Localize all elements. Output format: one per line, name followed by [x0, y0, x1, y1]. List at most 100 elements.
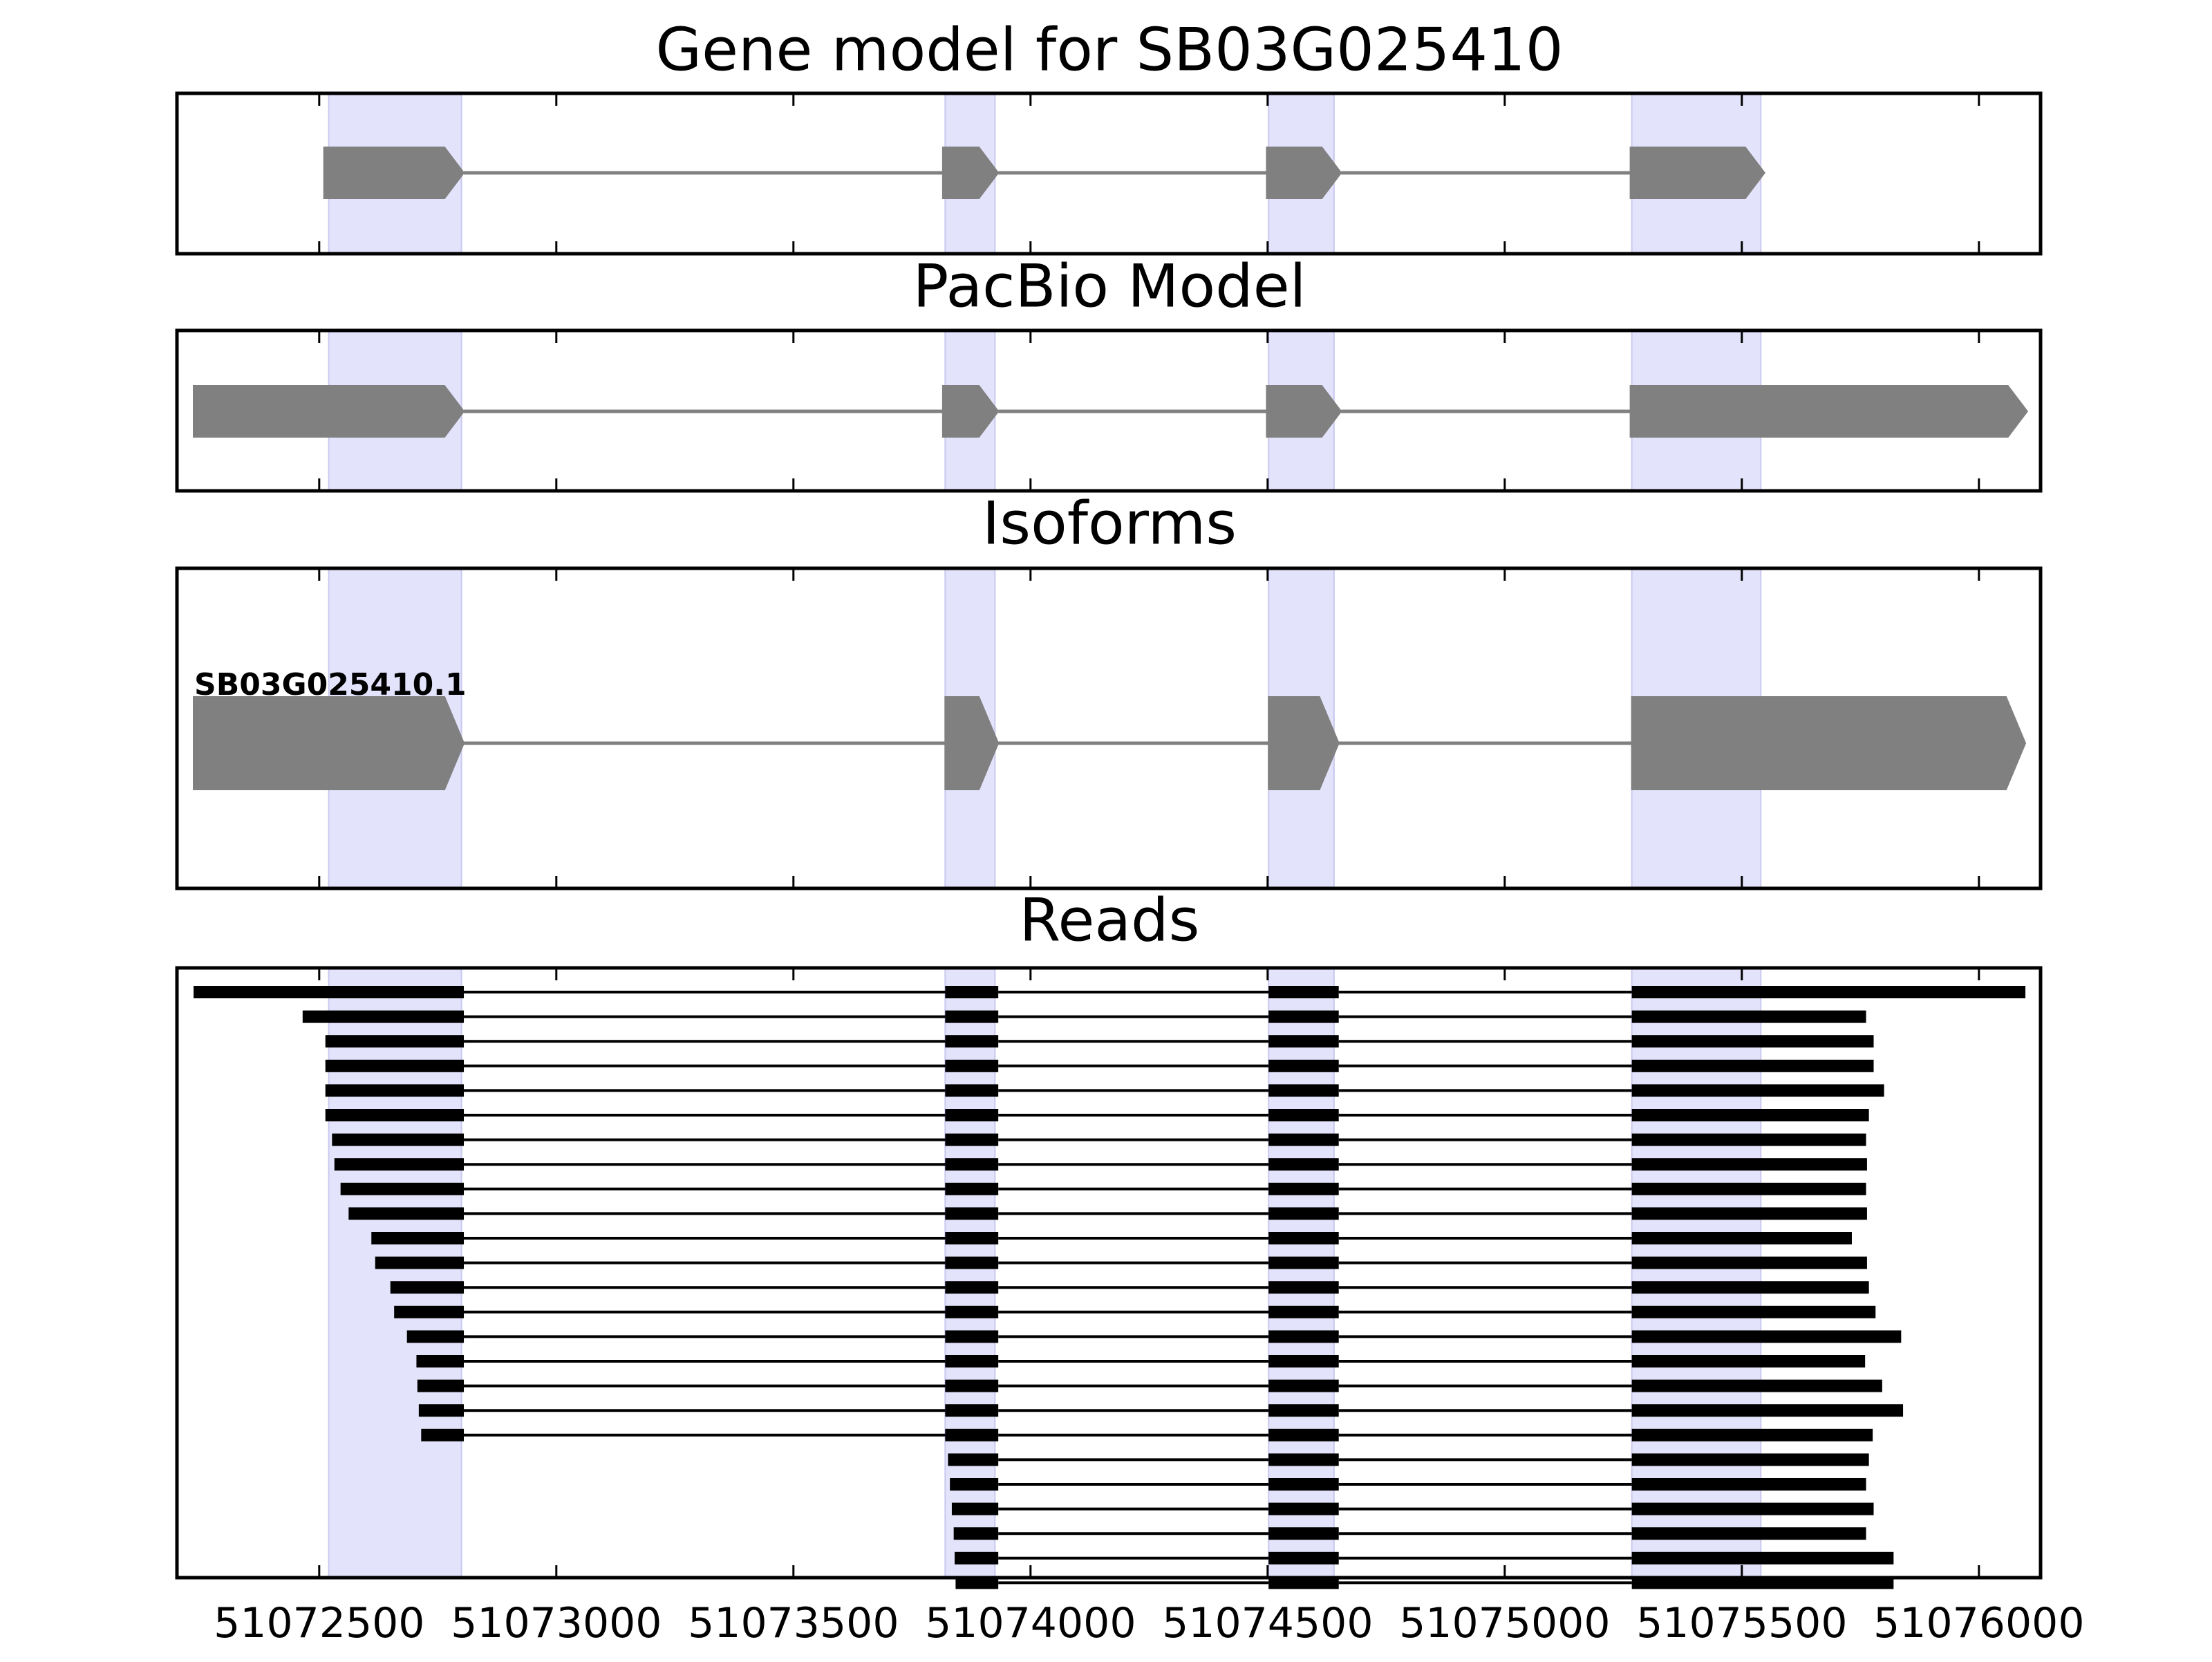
read-block	[1268, 1256, 1339, 1269]
read-block	[1631, 1453, 1869, 1466]
read-block	[1268, 1355, 1339, 1367]
read-block	[945, 1379, 999, 1392]
x-tick-label: 51073000	[451, 1599, 662, 1647]
read-block	[1631, 1059, 1874, 1072]
read-block	[1268, 1232, 1339, 1244]
read-block	[1268, 1281, 1339, 1294]
read-block	[945, 1232, 999, 1244]
read-block	[1631, 1527, 1866, 1540]
read-block	[1268, 1182, 1339, 1195]
read-block	[1268, 1478, 1339, 1491]
read-block	[955, 1551, 999, 1565]
read-block	[945, 1182, 999, 1195]
gene-model-exon	[1266, 147, 1342, 199]
read-block	[945, 1305, 999, 1318]
x-tick-label: 51072500	[214, 1599, 424, 1647]
read-block	[1268, 1576, 1339, 1589]
read-block	[945, 1428, 999, 1441]
isoforms-panel-frame	[175, 566, 2043, 890]
read-block	[421, 1428, 465, 1441]
reads-panel-frame	[175, 966, 2043, 1580]
x-tick-label: 51075000	[1399, 1599, 1610, 1647]
read-block	[1268, 1158, 1339, 1171]
read-block	[1631, 1428, 1873, 1441]
pacbio-model-exon	[941, 385, 1000, 438]
x-tick-label: 51076000	[1873, 1599, 2084, 1647]
read-block	[390, 1281, 465, 1294]
read-block	[1631, 1109, 1869, 1121]
read-block	[1268, 1527, 1339, 1540]
read-block	[945, 1109, 999, 1121]
read-block	[325, 1035, 465, 1048]
read-block	[1631, 1379, 1882, 1392]
read-block	[334, 1158, 465, 1171]
read-block	[945, 1355, 999, 1367]
read-block	[371, 1232, 465, 1244]
gene-model-title: Gene model for SB03G025410	[656, 15, 1564, 84]
pacbio-model-exon	[1266, 385, 1342, 438]
isoforms-exon	[193, 696, 465, 790]
pacbio-model-exon	[193, 385, 465, 438]
read-block	[951, 1502, 999, 1515]
isoforms-exon	[1631, 696, 2027, 790]
read-block	[1631, 1158, 1867, 1171]
read-block	[194, 986, 465, 998]
read-block	[375, 1256, 465, 1269]
frames-layer: 51072500 51073000 51073500 51074000 51074500…	[175, 91, 2085, 1647]
read-block	[1268, 1059, 1339, 1072]
read-block	[302, 1010, 465, 1023]
read-block	[1268, 1109, 1339, 1121]
read-block	[950, 1478, 999, 1491]
tracks-layer	[193, 147, 2029, 1589]
read-block	[945, 1084, 999, 1097]
read-block	[945, 1035, 999, 1048]
read-block	[340, 1182, 465, 1195]
x-tick-label: 51073500	[688, 1599, 899, 1647]
read-block	[1631, 1330, 1902, 1343]
read-block	[1631, 1305, 1876, 1318]
gene-model-exon	[1629, 147, 1765, 199]
reads-highlight-band	[328, 967, 462, 1578]
read-block	[945, 1010, 999, 1023]
isoforms-exon	[944, 696, 1000, 790]
read-block	[348, 1207, 465, 1220]
read-block	[1631, 1182, 1866, 1195]
read-block	[945, 1133, 999, 1146]
pacbio-model-title: PacBio Model	[912, 252, 1306, 321]
read-block	[1631, 1232, 1852, 1244]
read-block	[1631, 1207, 1867, 1220]
read-block	[416, 1355, 465, 1367]
read-block	[406, 1330, 465, 1343]
read-block	[945, 986, 999, 998]
read-block	[1268, 1084, 1339, 1097]
read-block	[955, 1576, 999, 1589]
read-block	[1631, 1133, 1866, 1146]
read-block	[394, 1305, 465, 1318]
pacbio-model-panel-frame	[175, 328, 2043, 493]
read-block	[1268, 1404, 1339, 1417]
read-block	[945, 1207, 999, 1220]
x-tick-label: 51075500	[1636, 1599, 1847, 1647]
read-block	[1268, 1453, 1339, 1466]
read-block	[1631, 1281, 1869, 1294]
read-block	[325, 1084, 465, 1097]
read-block	[945, 1158, 999, 1171]
read-block	[1631, 1010, 1866, 1023]
read-block	[1631, 1576, 1894, 1589]
read-block	[1268, 1502, 1339, 1515]
read-block	[1631, 1478, 1866, 1491]
read-block	[945, 1256, 999, 1269]
read-block	[418, 1404, 465, 1417]
gene-model-panel-frame	[175, 91, 2043, 256]
isoform-label: SB03G025410.1	[194, 667, 467, 702]
isoforms-title: Isoforms	[982, 489, 1237, 558]
read-block	[325, 1109, 465, 1121]
read-block	[1268, 1133, 1339, 1146]
read-block	[1631, 1084, 1884, 1097]
read-block	[1268, 1305, 1339, 1318]
read-block	[945, 1404, 999, 1417]
read-block	[1631, 1404, 1904, 1417]
read-block	[1268, 1207, 1339, 1220]
read-block	[1268, 1428, 1339, 1441]
